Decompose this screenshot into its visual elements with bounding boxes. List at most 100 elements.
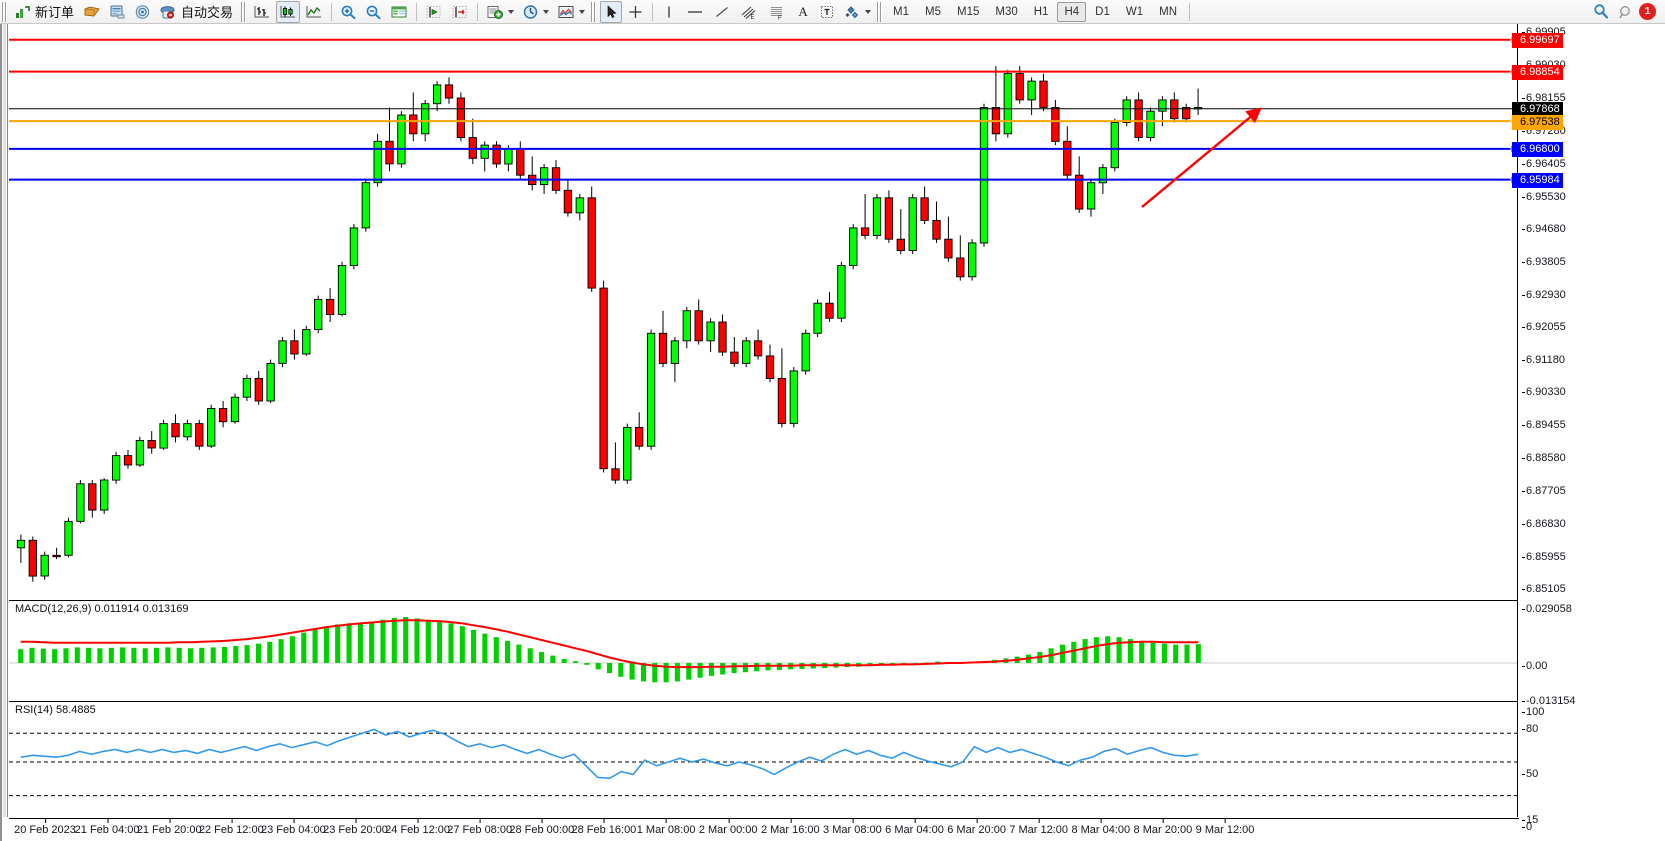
price-pane[interactable] [9,24,1519,599]
price-tick: 6.99905 [1522,26,1566,38]
rsi-pane[interactable]: RSI(14) 58.4885 [9,701,1519,818]
time-tick: 7 Mar 12:00 [1009,819,1069,836]
objects-caret-icon[interactable] [865,9,872,14]
autotrade-button[interactable]: 自动交易 [156,1,238,23]
macd-pane[interactable]: MACD(12,26,9) 0.011914 0.013169 [9,600,1519,700]
templates-icon [558,5,574,18]
text-button[interactable]: A [792,1,814,23]
price-chip-support-upper[interactable]: 6.96800 [1512,142,1563,158]
trendline-button[interactable] [710,1,734,23]
vertical-line-icon [668,6,670,17]
price-level-lines [9,35,1519,184]
price-chip-resistance-lower[interactable]: 6.98854 [1512,65,1563,81]
period-caret-icon[interactable] [543,9,550,14]
rsi-tick: 100 [1521,706,1545,718]
search-button[interactable] [1589,1,1613,23]
folder-button[interactable] [81,1,104,23]
toolbar-grip-4[interactable] [876,1,884,22]
price-tick: 6.95530 [1522,190,1566,203]
time-tick: 22 Feb 12:00 [198,819,264,836]
candlestick-chart-icon [280,5,296,17]
toolbar-grip-1[interactable] [1,1,8,22]
timeframe-m1[interactable]: M1 [893,5,910,18]
chart-vertical-scrollbar[interactable] [2,24,8,817]
price-chip-current-price[interactable]: 6.97868 [1512,102,1563,118]
timeframe-m15[interactable]: M15 [957,5,980,18]
price-tick: 6.90330 [1522,386,1566,399]
toolbar-separator-1 [331,2,333,21]
line-chart-button[interactable] [302,1,326,23]
time-axis[interactable]: 20 Feb 2023 21 Feb 04:00 21 Feb 20:00 22 Fe… [9,818,1519,841]
price-tick: 6.92055 [1522,321,1566,334]
new-order-label: 新订单 [35,5,75,20]
text-label-button[interactable] [816,1,838,23]
price-tick: 6.96405 [1522,157,1566,170]
rsi-tick: 80 [1521,723,1539,735]
crosshair-button[interactable] [624,1,647,23]
time-tick: 23 Feb 04:00 [260,819,326,836]
vertical-line-button[interactable] [658,1,680,23]
equidistant-channel-button[interactable]: E [736,1,762,23]
main-toolbar: 新订单 自动交易 [0,0,1665,24]
price-axis[interactable]: 6.999056.990306.981556.972806.964056.955… [1512,24,1665,833]
price-chip-support-lower[interactable]: 6.95984 [1512,173,1563,189]
market-watch-button[interactable] [106,1,129,23]
folder-icon [84,5,100,17]
price-tick: 6.87705 [1522,485,1566,498]
toolbar-grip-3[interactable] [590,1,598,22]
price-chip-pivot-level[interactable]: 6.97538 [1512,114,1563,130]
text-label-icon [821,5,834,18]
toolbar-separator-4 [652,2,654,21]
shift-end-icon [452,5,467,18]
timeframe-h1[interactable]: H1 [1033,5,1049,18]
fibonacci-button[interactable]: F [764,1,790,23]
text-icon: A [798,3,808,19]
search-icon [1594,4,1609,19]
timeframe-w1[interactable]: W1 [1125,5,1144,18]
templates-button[interactable] [554,1,588,23]
shift-start-button[interactable] [422,1,446,23]
time-tick: 27 Feb 08:00 [447,819,513,836]
timeframe-h4[interactable]: H4 [1057,1,1087,22]
price-tick: 6.88580 [1522,452,1566,465]
add-indicator-button[interactable] [483,1,517,23]
new-order-icon [16,5,30,18]
new-order-button[interactable]: 新订单 [11,1,79,23]
period-button[interactable] [519,1,552,23]
grid-icon [391,6,407,17]
bar-chart-button[interactable] [250,1,274,23]
toolbar-grip-2[interactable] [240,1,248,22]
bar-chart-icon [254,5,270,17]
alerts-badge: 1 [1639,3,1656,20]
rsi-tick: 0 [1521,821,1533,833]
zoom-in-button[interactable] [337,1,360,23]
timeframe-m30[interactable]: M30 [995,5,1018,18]
grid-button[interactable] [387,1,411,23]
timeframe-m5[interactable]: M5 [925,5,941,18]
horizontal-line-icon [688,10,703,13]
timeframe-mn[interactable]: MN [1159,5,1177,18]
svg-text:E: E [751,15,755,20]
objects-icon [845,5,859,18]
zoom-out-button[interactable] [362,1,385,23]
signals-icon [135,4,150,19]
horizontal-line-button[interactable] [682,1,708,23]
alerts-button[interactable]: 1 [1615,1,1659,23]
price-chip-resistance-upper[interactable]: 6.99697 [1512,33,1563,49]
time-tick: 23 Feb 20:00 [323,819,388,836]
macd-tick: 0.029058 [1522,603,1572,615]
cursor-button[interactable] [600,0,623,23]
price-tick: 6.94680 [1522,222,1566,235]
shift-start-icon [426,5,441,18]
time-tick: 28 Feb 00:00 [509,819,575,836]
objects-button[interactable] [840,1,874,23]
time-tick: 1 Mar 08:00 [636,819,696,836]
toolbar-separator-3 [477,2,479,21]
candlestick-chart-button[interactable] [276,0,301,23]
templates-caret-icon[interactable] [579,9,586,14]
shift-end-button[interactable] [448,1,472,23]
rsi-series [9,728,1519,797]
timeframe-d1[interactable]: D1 [1095,5,1110,18]
signals-button[interactable] [131,1,154,23]
add-indicator-caret-icon[interactable] [508,9,515,14]
